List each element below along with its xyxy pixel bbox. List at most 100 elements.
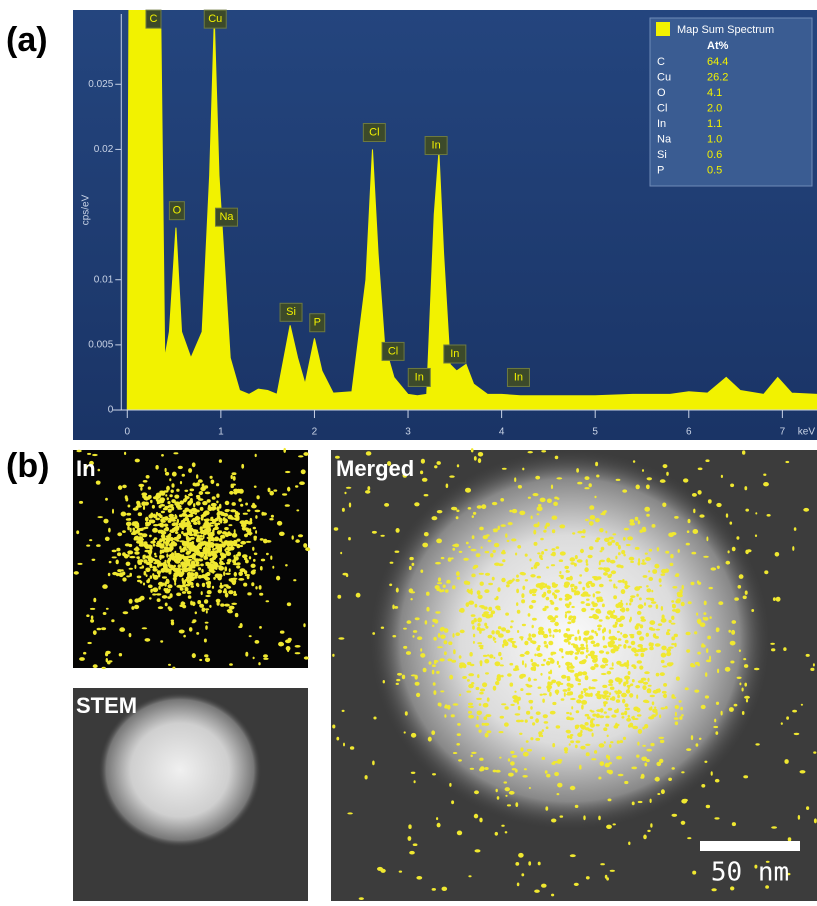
dot bbox=[530, 716, 534, 719]
dot bbox=[648, 685, 652, 687]
dot bbox=[604, 711, 607, 713]
dot bbox=[618, 644, 622, 646]
dot bbox=[568, 651, 574, 654]
dot bbox=[338, 637, 344, 640]
dot bbox=[194, 484, 198, 487]
dot bbox=[527, 685, 533, 688]
dot bbox=[560, 815, 564, 817]
dot bbox=[93, 664, 98, 668]
dot bbox=[628, 842, 630, 846]
dot bbox=[175, 556, 179, 558]
dot bbox=[504, 781, 508, 783]
legend-element: O bbox=[657, 87, 666, 99]
dot bbox=[576, 740, 581, 743]
dot bbox=[258, 662, 260, 665]
dot bbox=[433, 682, 436, 686]
dot bbox=[342, 508, 345, 512]
dot bbox=[150, 575, 153, 579]
dot bbox=[408, 836, 412, 841]
dot bbox=[472, 625, 475, 629]
dot bbox=[452, 585, 456, 589]
x-tick-label: 5 bbox=[592, 427, 598, 438]
dot bbox=[224, 566, 227, 571]
dot bbox=[178, 568, 183, 570]
dot bbox=[469, 652, 472, 657]
peak-label: C bbox=[150, 13, 158, 25]
dot bbox=[661, 789, 665, 794]
dot bbox=[213, 528, 216, 530]
dot bbox=[485, 767, 489, 770]
dot bbox=[613, 595, 617, 599]
dot bbox=[162, 537, 168, 540]
dot bbox=[631, 641, 636, 645]
dot bbox=[96, 481, 101, 485]
dot bbox=[480, 647, 484, 649]
dot bbox=[576, 468, 579, 473]
dot bbox=[222, 553, 226, 558]
dot bbox=[771, 826, 777, 828]
dot bbox=[149, 597, 152, 599]
dot bbox=[228, 610, 233, 613]
dot bbox=[630, 595, 635, 598]
dot bbox=[730, 484, 734, 488]
dot bbox=[160, 640, 163, 642]
dot bbox=[437, 823, 441, 828]
dot bbox=[134, 605, 139, 609]
dot bbox=[606, 651, 610, 654]
dot bbox=[208, 563, 211, 567]
dot bbox=[165, 472, 169, 476]
dot bbox=[705, 695, 709, 698]
dot bbox=[166, 486, 170, 491]
dot bbox=[672, 697, 677, 699]
dot bbox=[471, 448, 474, 452]
dot bbox=[525, 554, 528, 557]
dot bbox=[557, 793, 560, 795]
dot bbox=[494, 641, 496, 643]
dot bbox=[185, 515, 190, 518]
dot bbox=[372, 761, 375, 766]
dot bbox=[731, 630, 735, 635]
dot bbox=[139, 567, 142, 569]
dot bbox=[574, 586, 578, 590]
dot bbox=[636, 755, 639, 758]
dot bbox=[668, 533, 674, 538]
dot bbox=[691, 552, 696, 555]
dot bbox=[179, 546, 181, 550]
dot bbox=[414, 502, 419, 506]
dot bbox=[801, 704, 803, 706]
dot bbox=[514, 691, 516, 693]
dot bbox=[612, 662, 614, 666]
dot bbox=[89, 539, 92, 541]
dot bbox=[617, 740, 620, 743]
dot bbox=[732, 547, 736, 552]
dot bbox=[193, 522, 198, 525]
dot bbox=[467, 679, 470, 682]
dot bbox=[295, 645, 301, 648]
dot bbox=[342, 710, 345, 712]
dot bbox=[247, 575, 250, 579]
dot bbox=[743, 775, 748, 778]
dot bbox=[585, 714, 590, 717]
dot bbox=[629, 598, 633, 603]
dot bbox=[224, 588, 227, 592]
dot bbox=[624, 528, 629, 531]
dot bbox=[609, 579, 612, 581]
dot bbox=[704, 617, 709, 621]
dot bbox=[593, 593, 595, 597]
dot bbox=[564, 566, 569, 569]
dot bbox=[287, 602, 291, 606]
dot bbox=[705, 459, 709, 462]
dot bbox=[711, 888, 716, 891]
dot bbox=[194, 551, 197, 554]
dot bbox=[483, 655, 488, 657]
dot bbox=[157, 598, 161, 602]
dot bbox=[396, 528, 400, 533]
dot bbox=[467, 662, 471, 665]
dot bbox=[508, 522, 513, 525]
dot bbox=[537, 576, 541, 579]
dot bbox=[806, 654, 810, 657]
dot bbox=[521, 572, 526, 575]
dot bbox=[234, 490, 238, 494]
dot bbox=[590, 583, 595, 587]
dot bbox=[169, 514, 175, 518]
